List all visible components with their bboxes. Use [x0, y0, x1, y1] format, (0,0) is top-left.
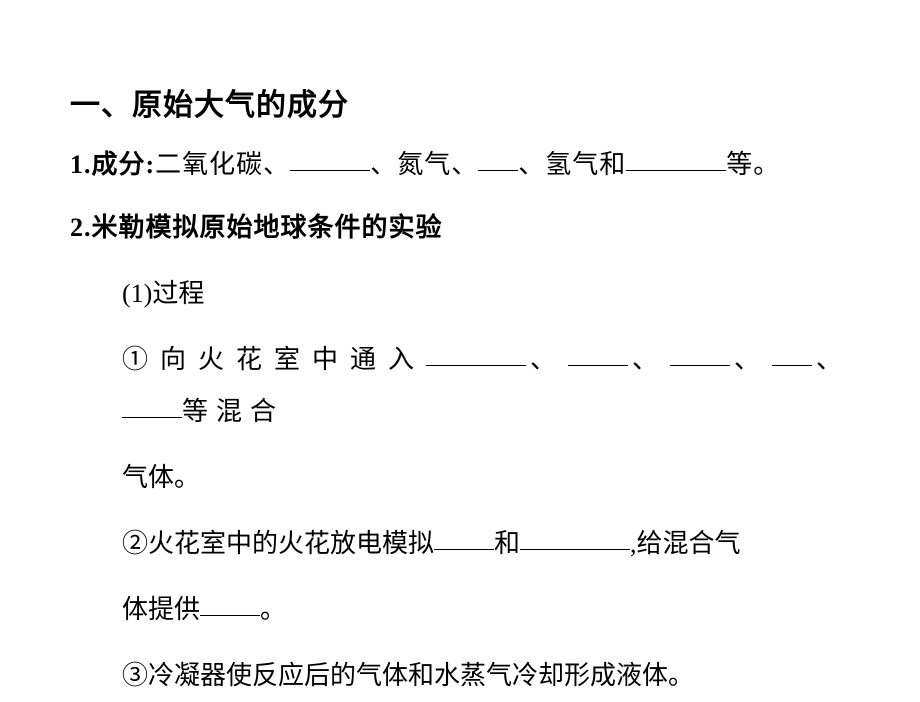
text: 体提供: [122, 595, 200, 624]
text: 、: [526, 345, 568, 374]
text: 和: [494, 529, 520, 558]
text: 、: [730, 345, 772, 374]
item-1-label: 1.成分:: [70, 150, 155, 179]
text: 、: [628, 345, 670, 374]
process-label: (1)过程: [122, 268, 850, 320]
text: ①向火花室中通入: [122, 345, 426, 374]
process-2-line1: ②火花室中的火花放电模拟 和 ,给混合气: [122, 518, 850, 570]
blank: [290, 170, 370, 171]
text: ②火花室中的火花放电模拟: [122, 529, 434, 558]
text: ,给混合气: [630, 529, 741, 558]
blank: [434, 549, 494, 550]
blank: [122, 417, 182, 418]
blank: [670, 365, 730, 366]
item-1: 1.成分:二氧化碳、 、氮气、 、氢气和 等。: [70, 142, 850, 189]
blank: [426, 365, 526, 366]
blank: [626, 170, 726, 171]
process-1-line2: 气体。: [122, 452, 850, 504]
text: 等混合: [182, 397, 284, 426]
text: 等。: [726, 150, 780, 179]
process-1-line1: ①向火花室中通入 、 、 、 、等混合: [122, 334, 850, 438]
blank: [478, 170, 518, 171]
text: 、: [812, 345, 850, 374]
text: 。: [260, 595, 286, 624]
blank: [200, 615, 260, 616]
blank: [520, 549, 630, 550]
process-2-line2: 体提供 。: [122, 584, 850, 636]
blank: [568, 365, 628, 366]
process-3: ③冷凝器使反应后的气体和水蒸气冷却形成液体。: [122, 650, 850, 702]
item-2-label: 2.米勒模拟原始地球条件的实验: [70, 205, 850, 252]
text: 、氢气和: [518, 150, 626, 179]
text: 二氧化碳、: [155, 150, 290, 179]
text: 、氮气、: [370, 150, 478, 179]
blank: [772, 365, 812, 366]
section-title: 一、原始大气的成分: [70, 80, 850, 124]
